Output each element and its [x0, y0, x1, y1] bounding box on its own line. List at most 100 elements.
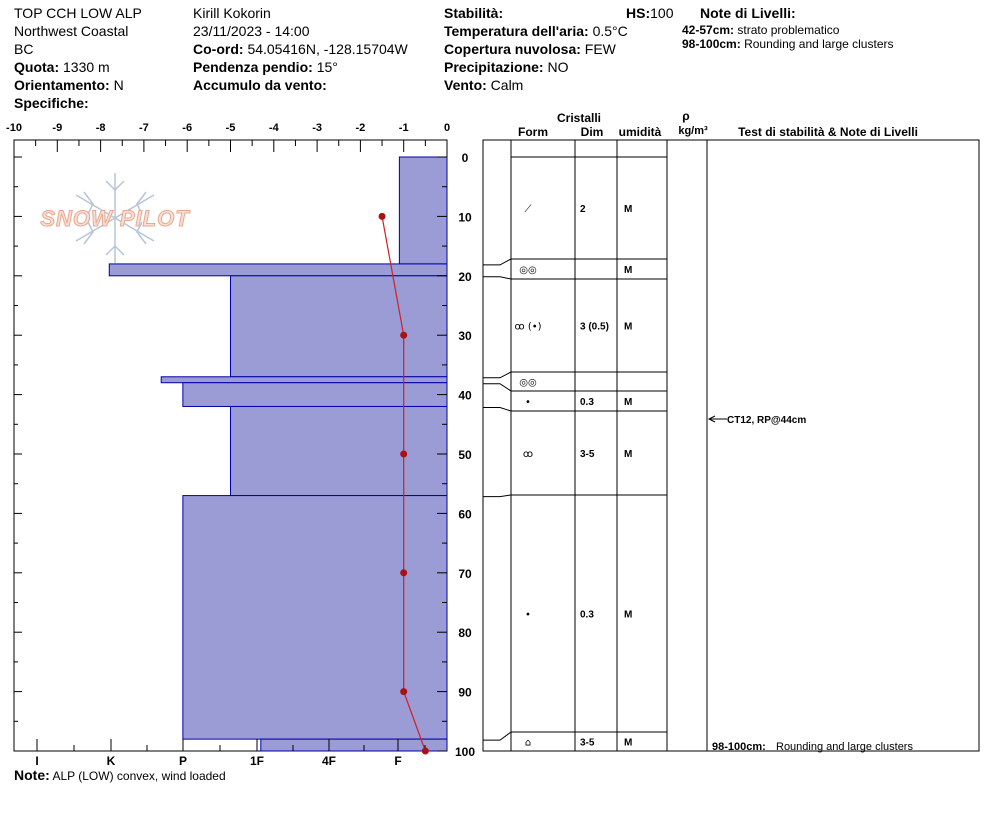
hardness-axis-tick-label: I — [35, 754, 38, 768]
temp-axis-tick-label: -5 — [226, 122, 236, 134]
temperature-point — [378, 212, 386, 220]
size-header: Dim — [581, 125, 604, 139]
moisture: M — [624, 738, 632, 749]
crystal-form: ◎◎ — [519, 378, 536, 389]
specifics: Specifiche: — [14, 95, 89, 111]
table-connector-line — [483, 383, 512, 392]
footer-note: Note: ALP (LOW) convex, wind loaded — [14, 767, 226, 783]
density-header-unit: kg/m³ — [678, 125, 708, 137]
moisture: M — [624, 610, 632, 621]
logo-text: SNOW PILOT — [40, 206, 190, 231]
hardness-layer-bar — [230, 405, 448, 497]
depth-axis-tick-label: 20 — [458, 270, 472, 284]
temp-axis-tick-label: -10 — [6, 122, 22, 134]
crystal-form: • — [525, 397, 531, 408]
hardness-axis-tick-label: P — [179, 754, 187, 768]
depth-axis-tick-label: 30 — [458, 329, 472, 343]
hardness-layer-bar — [108, 263, 448, 277]
table-connector-line — [483, 731, 512, 741]
stability: Stabilità: — [444, 5, 504, 21]
depth-axis-tick-label: 70 — [458, 567, 472, 581]
crystal-size: 3 (0.5) — [580, 322, 609, 333]
depth-axis-tick-label: 100 — [455, 745, 475, 759]
layer-note-2: 98-100cm: Rounding and large clusters — [682, 37, 894, 51]
coordinates: Co-ord: 54.05416N, -128.15704W — [193, 41, 408, 57]
hardness-layer-bar — [230, 275, 448, 378]
crystal-form: ⟋ — [525, 204, 532, 215]
table-connector-line — [483, 494, 512, 498]
hs: HS:100 — [626, 5, 674, 21]
crystal-size: 2 — [580, 204, 586, 215]
hardness-axis-tick-label: 1F — [250, 754, 264, 768]
moisture: M — [624, 322, 632, 333]
depth-axis-tick-label: 40 — [458, 389, 472, 403]
hardness-axis-tick-label: 4F — [322, 754, 336, 768]
table-connector-line — [483, 406, 512, 412]
moisture: M — [624, 265, 632, 276]
table-connector-line — [483, 276, 512, 280]
depth-axis-tick-label: 50 — [458, 448, 472, 462]
temp-axis-tick-label: -4 — [269, 122, 280, 134]
cloud-cover: Copertura nuvolosa: FEW — [444, 41, 616, 57]
region: Northwest Coastal — [14, 23, 129, 39]
temp-axis-tick-label: 0 — [444, 122, 450, 134]
depth-axis-tick-label: 10 — [458, 210, 472, 224]
crystal-size: 3-5 — [580, 738, 595, 749]
snowflake-icon — [75, 173, 155, 263]
wind-loading: Accumulo da vento: — [193, 77, 327, 93]
temp-axis-tick-label: -8 — [96, 122, 106, 134]
province: BC — [14, 41, 34, 57]
table-connector-line — [483, 371, 512, 379]
air-temperature: Temperatura dell'aria: 0.5°C — [444, 23, 628, 39]
temp-axis-tick-label: -3 — [312, 122, 322, 134]
table-connector-line — [483, 258, 512, 266]
tests-header: Test di stabilità & Note di Livelli — [738, 125, 918, 139]
temp-axis-tick-label: -1 — [399, 122, 409, 134]
temperature-point — [400, 569, 408, 577]
hardness-layer-bar — [398, 156, 448, 265]
hardness-layer-bar — [182, 495, 448, 740]
crystal-size: 0.3 — [580, 397, 594, 408]
depth-axis-tick-label: 0 — [462, 151, 469, 165]
temperature-profile-line — [381, 216, 426, 752]
temp-axis-tick-label: -2 — [356, 122, 366, 134]
crystal-form: • — [525, 610, 531, 621]
temp-axis-tick-label: -6 — [182, 122, 192, 134]
moisture: M — [624, 204, 632, 215]
crystal-size: 0.3 — [580, 610, 594, 621]
hardness-layer-bar — [260, 738, 448, 752]
wind: Vento: Calm — [444, 77, 524, 93]
hardness-axis-tick-label: K — [107, 754, 116, 768]
depth-axis-tick-label: 80 — [458, 626, 472, 640]
hardness-axis-tick-label: F — [394, 754, 401, 768]
bottom-note-range: 98-100cm: — [712, 741, 766, 753]
datetime: 23/11/2023 - 14:00 — [193, 23, 310, 39]
temperature-point — [421, 747, 429, 755]
stability-test-label: CT12, RP@44cm — [727, 415, 806, 426]
layer-notes-title: Note di Livelli: — [700, 5, 796, 21]
crystal-form: ⌂ — [525, 738, 531, 749]
density-header-symbol: ρ — [682, 109, 689, 123]
bottom-note-text: Rounding and large clusters — [776, 741, 913, 753]
arrow-left-icon — [707, 415, 716, 423]
crystal-form: ꝏ — [523, 449, 533, 460]
temp-axis-tick-label: -9 — [52, 122, 62, 134]
crystal-form: ꝏ (•) — [514, 322, 541, 333]
site-name: TOP CCH LOW ALP — [14, 5, 142, 21]
temp-axis-tick-label: -7 — [139, 122, 149, 134]
hardness-layer-bar — [182, 382, 448, 407]
snowpilot-logo: SNOW PILOT — [40, 173, 190, 263]
moisture: M — [624, 449, 632, 460]
aspect: Orientamento: N — [14, 77, 124, 93]
crystals-header: Cristalli — [557, 111, 601, 125]
table-frame — [482, 139, 980, 752]
observer: Kirill Kokorin — [193, 5, 271, 21]
temperature-point — [400, 450, 408, 458]
crystal-size: 3-5 — [580, 449, 595, 460]
depth-axis-tick-label: 90 — [458, 686, 472, 700]
elevation: Quota: 1330 m — [14, 59, 110, 75]
moisture: M — [624, 397, 632, 408]
temperature-point — [400, 688, 408, 696]
depth-axis-tick-label: 60 — [458, 507, 472, 521]
